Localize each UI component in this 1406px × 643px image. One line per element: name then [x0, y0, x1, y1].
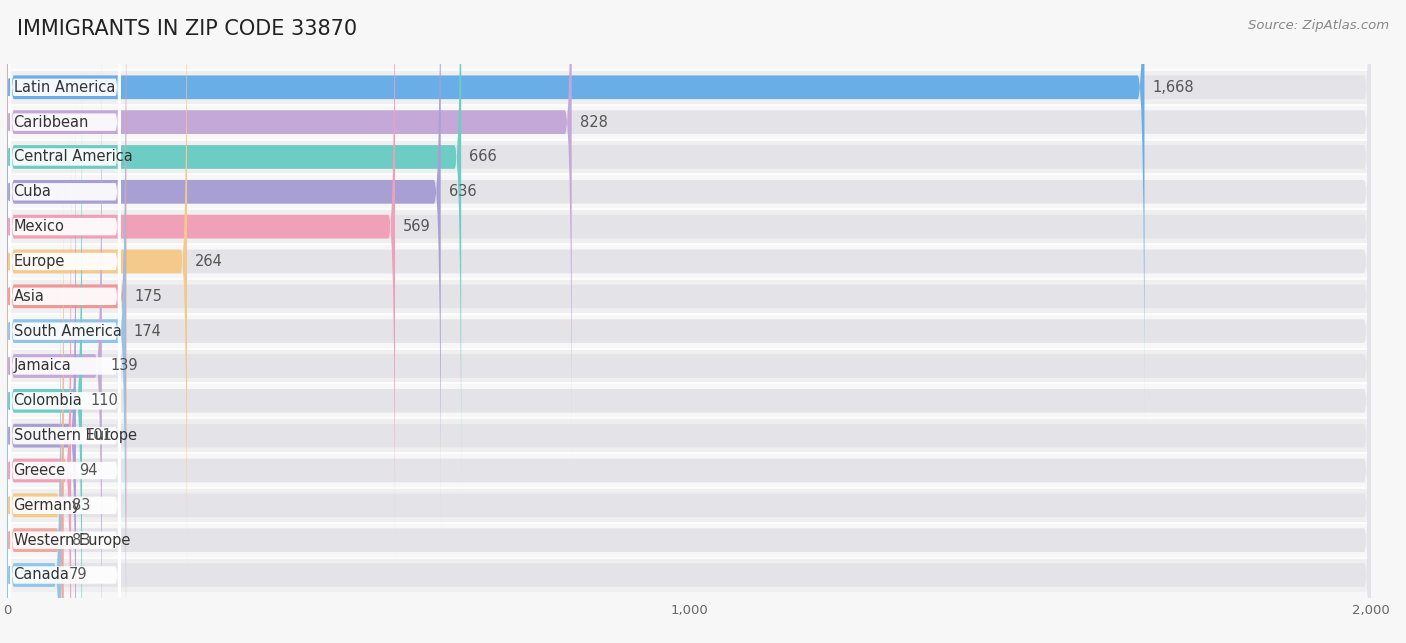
- FancyBboxPatch shape: [7, 30, 101, 643]
- FancyBboxPatch shape: [7, 0, 1371, 458]
- Bar: [0, 105, 1405, 140]
- FancyBboxPatch shape: [8, 166, 121, 643]
- FancyBboxPatch shape: [8, 0, 121, 392]
- Bar: [0, 70, 1405, 105]
- FancyBboxPatch shape: [7, 99, 76, 643]
- Text: Latin America: Latin America: [14, 80, 115, 95]
- Bar: [0, 279, 1405, 314]
- Bar: [0, 557, 1405, 592]
- FancyBboxPatch shape: [8, 235, 121, 643]
- FancyBboxPatch shape: [8, 0, 121, 532]
- Bar: [0, 209, 1405, 244]
- Text: Source: ZipAtlas.com: Source: ZipAtlas.com: [1249, 19, 1389, 32]
- FancyBboxPatch shape: [7, 204, 1371, 643]
- Text: 636: 636: [449, 185, 477, 199]
- FancyBboxPatch shape: [8, 26, 121, 566]
- FancyBboxPatch shape: [7, 0, 1371, 493]
- FancyBboxPatch shape: [7, 0, 125, 643]
- FancyBboxPatch shape: [8, 131, 121, 643]
- FancyBboxPatch shape: [7, 169, 63, 643]
- Text: Western Europe: Western Europe: [14, 532, 129, 548]
- Bar: [0, 314, 1405, 349]
- Text: Canada: Canada: [14, 568, 69, 583]
- FancyBboxPatch shape: [7, 99, 1371, 643]
- Text: 79: 79: [69, 568, 87, 583]
- Text: 666: 666: [470, 149, 498, 165]
- FancyBboxPatch shape: [7, 30, 1371, 643]
- FancyBboxPatch shape: [7, 0, 187, 598]
- FancyBboxPatch shape: [7, 64, 82, 643]
- FancyBboxPatch shape: [8, 201, 121, 643]
- Text: Asia: Asia: [14, 289, 45, 303]
- FancyBboxPatch shape: [7, 0, 1371, 529]
- Text: Caribbean: Caribbean: [14, 114, 89, 130]
- FancyBboxPatch shape: [7, 0, 1144, 424]
- FancyBboxPatch shape: [8, 305, 121, 643]
- FancyBboxPatch shape: [7, 0, 395, 563]
- FancyBboxPatch shape: [7, 169, 1371, 643]
- Text: Germany: Germany: [14, 498, 82, 513]
- Bar: [0, 523, 1405, 557]
- Bar: [0, 174, 1405, 209]
- Text: 569: 569: [404, 219, 432, 234]
- Text: Southern Europe: Southern Europe: [14, 428, 136, 443]
- Text: Jamaica: Jamaica: [14, 359, 72, 374]
- FancyBboxPatch shape: [7, 64, 1371, 643]
- FancyBboxPatch shape: [7, 0, 572, 458]
- FancyBboxPatch shape: [7, 134, 1371, 643]
- Text: Central America: Central America: [14, 149, 132, 165]
- Text: 264: 264: [195, 254, 224, 269]
- Text: Cuba: Cuba: [14, 185, 52, 199]
- Bar: [0, 488, 1405, 523]
- FancyBboxPatch shape: [7, 0, 1371, 643]
- Bar: [0, 349, 1405, 383]
- Text: Colombia: Colombia: [14, 394, 83, 408]
- Text: 101: 101: [84, 428, 112, 443]
- FancyBboxPatch shape: [8, 0, 121, 496]
- FancyBboxPatch shape: [7, 204, 63, 643]
- FancyBboxPatch shape: [7, 134, 72, 643]
- Bar: [0, 383, 1405, 418]
- Text: 139: 139: [110, 359, 138, 374]
- Text: 828: 828: [579, 114, 607, 130]
- Bar: [0, 418, 1405, 453]
- FancyBboxPatch shape: [7, 0, 1371, 633]
- Text: South America: South America: [14, 323, 121, 339]
- Text: 83: 83: [72, 498, 90, 513]
- FancyBboxPatch shape: [7, 0, 1371, 563]
- FancyBboxPatch shape: [8, 0, 121, 427]
- Text: 175: 175: [135, 289, 163, 303]
- FancyBboxPatch shape: [7, 239, 1371, 643]
- Text: 94: 94: [79, 463, 98, 478]
- Bar: [0, 244, 1405, 279]
- FancyBboxPatch shape: [7, 239, 60, 643]
- FancyBboxPatch shape: [8, 96, 121, 636]
- Text: 110: 110: [90, 394, 118, 408]
- FancyBboxPatch shape: [8, 0, 121, 462]
- FancyBboxPatch shape: [7, 0, 127, 633]
- Text: Mexico: Mexico: [14, 219, 65, 234]
- Text: 1,668: 1,668: [1153, 80, 1194, 95]
- FancyBboxPatch shape: [7, 0, 461, 493]
- FancyBboxPatch shape: [8, 0, 121, 358]
- FancyBboxPatch shape: [7, 0, 1371, 424]
- Text: Europe: Europe: [14, 254, 65, 269]
- FancyBboxPatch shape: [7, 0, 1371, 598]
- Text: 174: 174: [134, 323, 162, 339]
- FancyBboxPatch shape: [8, 270, 121, 643]
- FancyBboxPatch shape: [7, 0, 440, 529]
- Text: Greece: Greece: [14, 463, 66, 478]
- Bar: [0, 453, 1405, 488]
- FancyBboxPatch shape: [8, 61, 121, 601]
- Text: IMMIGRANTS IN ZIP CODE 33870: IMMIGRANTS IN ZIP CODE 33870: [17, 19, 357, 39]
- Bar: [0, 140, 1405, 174]
- Text: 83: 83: [72, 532, 90, 548]
